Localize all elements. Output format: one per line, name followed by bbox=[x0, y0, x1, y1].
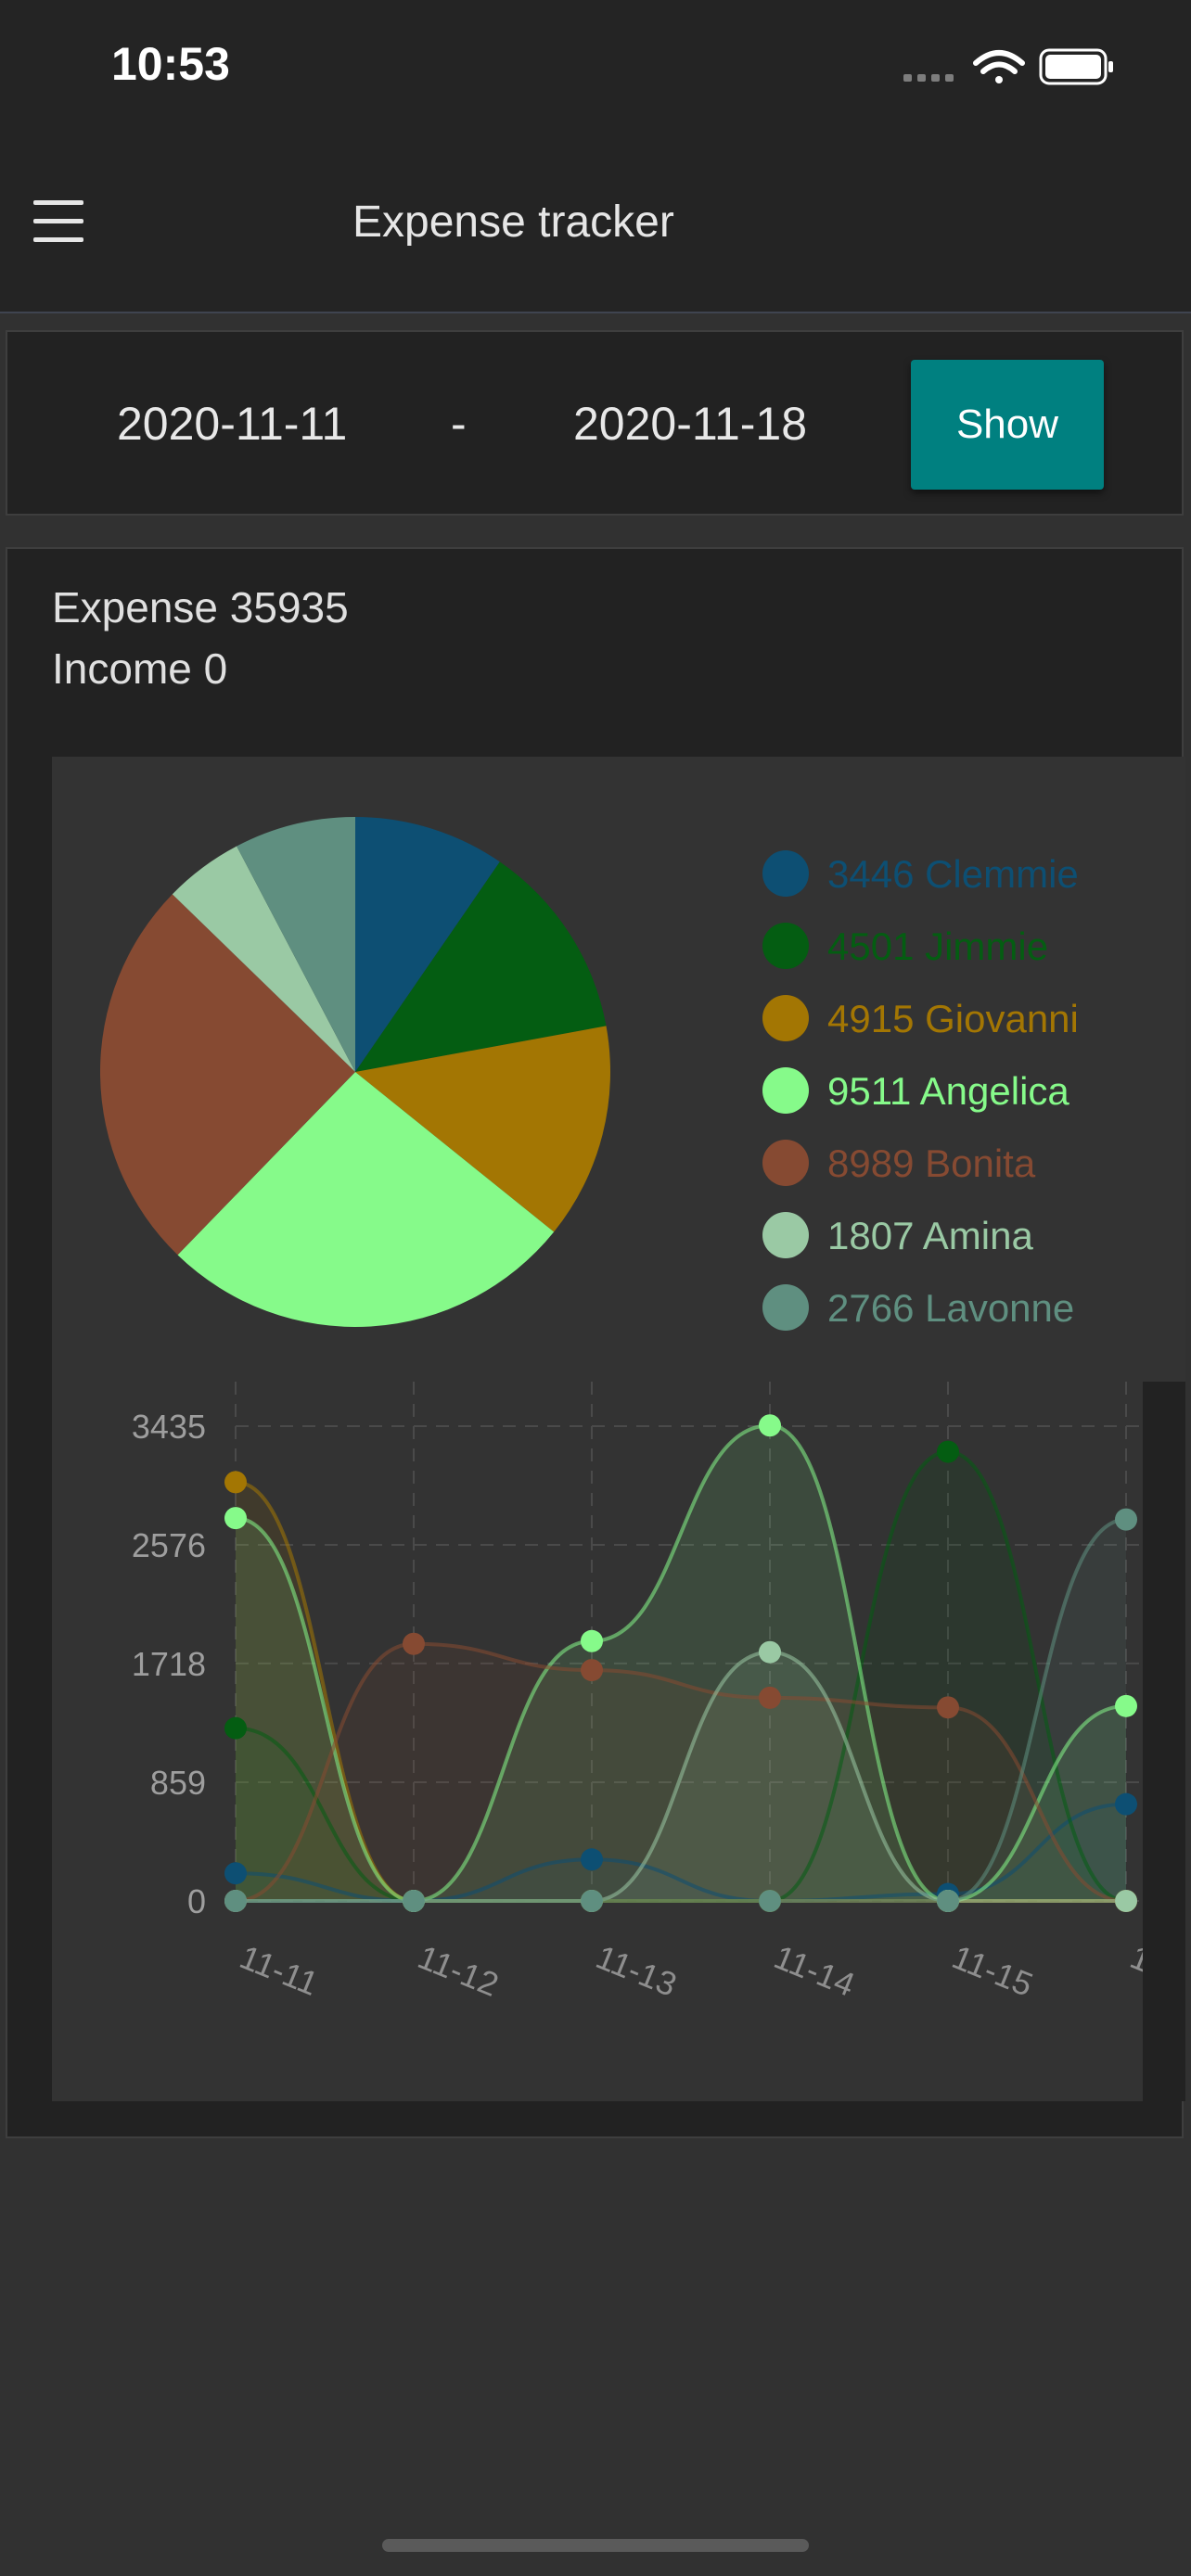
summary-card: Expense 35935 Income 0 3446 Clemmie 4501 … bbox=[6, 547, 1185, 2138]
legend-label[interactable]: 9511 Angelica bbox=[827, 1069, 1069, 1113]
legend-swatch bbox=[762, 995, 809, 1041]
app-bar: Expense tracker bbox=[0, 139, 1191, 313]
pie-slice[interactable] bbox=[172, 846, 355, 1072]
expense-total: Expense 35935 bbox=[52, 583, 349, 631]
data-point[interactable] bbox=[759, 1640, 781, 1664]
x-tick-label: 11-16 bbox=[1125, 1937, 1143, 2004]
x-tick-label: 11-11 bbox=[235, 1937, 324, 2003]
y-tick-label: 0 bbox=[187, 1882, 206, 1920]
data-point[interactable] bbox=[224, 1862, 247, 1885]
data-point[interactable] bbox=[581, 1848, 603, 1871]
signal-icon bbox=[903, 74, 954, 82]
pie-slice[interactable] bbox=[355, 817, 500, 1072]
data-point[interactable] bbox=[1115, 1508, 1137, 1531]
data-point[interactable] bbox=[581, 1629, 603, 1652]
series-area bbox=[236, 1519, 1126, 1901]
chart-area: 3446 Clemmie 4501 Jimmie 4915 Giovanni 9511… bbox=[52, 757, 1185, 2101]
data-point[interactable] bbox=[224, 1507, 247, 1530]
show-button[interactable]: Show bbox=[911, 360, 1104, 490]
pie-slice[interactable] bbox=[177, 1072, 555, 1327]
x-tick-label: 11-13 bbox=[591, 1937, 682, 2004]
income-total: Income 0 bbox=[52, 644, 228, 693]
x-tick-label: 11-15 bbox=[947, 1937, 1038, 2004]
data-point[interactable] bbox=[759, 1414, 781, 1437]
home-indicator[interactable] bbox=[382, 2539, 809, 2552]
chart-scroll-edge bbox=[1143, 1382, 1185, 2101]
series-area bbox=[236, 1451, 1126, 1901]
data-point[interactable] bbox=[224, 1716, 247, 1740]
status-time: 10:53 bbox=[111, 38, 230, 90]
y-tick-label: 859 bbox=[150, 1764, 206, 1802]
legend-label[interactable]: 3446 Clemmie bbox=[827, 852, 1079, 896]
status-bar: 10:53 bbox=[0, 0, 1191, 139]
pie-slice[interactable] bbox=[237, 817, 355, 1072]
data-point[interactable] bbox=[1115, 1792, 1137, 1816]
y-tick-label: 3435 bbox=[132, 1408, 206, 1446]
data-point[interactable] bbox=[581, 1659, 603, 1682]
legend-swatch bbox=[762, 1067, 809, 1114]
data-point[interactable] bbox=[403, 1890, 425, 1912]
y-tick-label: 1718 bbox=[132, 1645, 206, 1683]
series-area bbox=[236, 1425, 1126, 1901]
date-separator: - bbox=[451, 398, 467, 450]
legend-swatch bbox=[762, 1284, 809, 1331]
start-date[interactable]: 2020-11-11 bbox=[117, 398, 348, 450]
pie-slice[interactable] bbox=[355, 1026, 610, 1232]
date-range-card: 2020-11-11 - 2020-11-18 Show bbox=[6, 330, 1184, 516]
legend-swatch bbox=[762, 850, 809, 897]
x-tick-label: 11-12 bbox=[413, 1937, 504, 2004]
legend-label[interactable]: 1807 Amina bbox=[827, 1214, 1033, 1257]
legend-label[interactable]: 4501 Jimmie bbox=[827, 925, 1048, 968]
legend-label[interactable]: 8989 Bonita bbox=[827, 1141, 1036, 1185]
app-title: Expense tracker bbox=[352, 198, 674, 247]
x-tick-label: 11-14 bbox=[769, 1937, 860, 2004]
data-point[interactable] bbox=[403, 1632, 425, 1655]
legend-label[interactable]: 4915 Giovanni bbox=[827, 997, 1079, 1040]
y-tick-label: 2576 bbox=[132, 1526, 206, 1564]
data-point[interactable] bbox=[759, 1890, 781, 1912]
legend-swatch bbox=[762, 1140, 809, 1186]
legend-swatch bbox=[762, 923, 809, 969]
battery-icon bbox=[1039, 48, 1113, 85]
data-point[interactable] bbox=[224, 1471, 247, 1494]
series-area bbox=[236, 1482, 1126, 1901]
pie-slice[interactable] bbox=[99, 894, 355, 1256]
legend-swatch bbox=[762, 1212, 809, 1258]
end-date[interactable]: 2020-11-18 bbox=[573, 398, 808, 450]
series-line bbox=[235, 1641, 1127, 1903]
data-point[interactable] bbox=[224, 1890, 247, 1912]
data-point[interactable] bbox=[1115, 1890, 1137, 1912]
data-point[interactable] bbox=[937, 1890, 959, 1912]
data-point[interactable] bbox=[759, 1686, 781, 1709]
data-point[interactable] bbox=[1115, 1694, 1137, 1717]
status-icons bbox=[903, 45, 1117, 97]
data-point[interactable] bbox=[937, 1696, 959, 1719]
data-point[interactable] bbox=[581, 1890, 603, 1912]
pie-slice[interactable] bbox=[355, 861, 607, 1072]
legend-label[interactable]: 2766 Lavonne bbox=[827, 1286, 1074, 1330]
area-chart: 3435 2576 1718 859 0 11-11 11-12 11-13 11-14 11-1… bbox=[132, 1382, 1143, 2004]
pie-chart: 3446 Clemmie 4501 Jimmie 4915 Giovanni 9511… bbox=[99, 817, 1079, 1331]
wifi-icon bbox=[973, 50, 1025, 83]
data-point[interactable] bbox=[937, 1440, 959, 1463]
menu-icon[interactable] bbox=[32, 200, 87, 243]
